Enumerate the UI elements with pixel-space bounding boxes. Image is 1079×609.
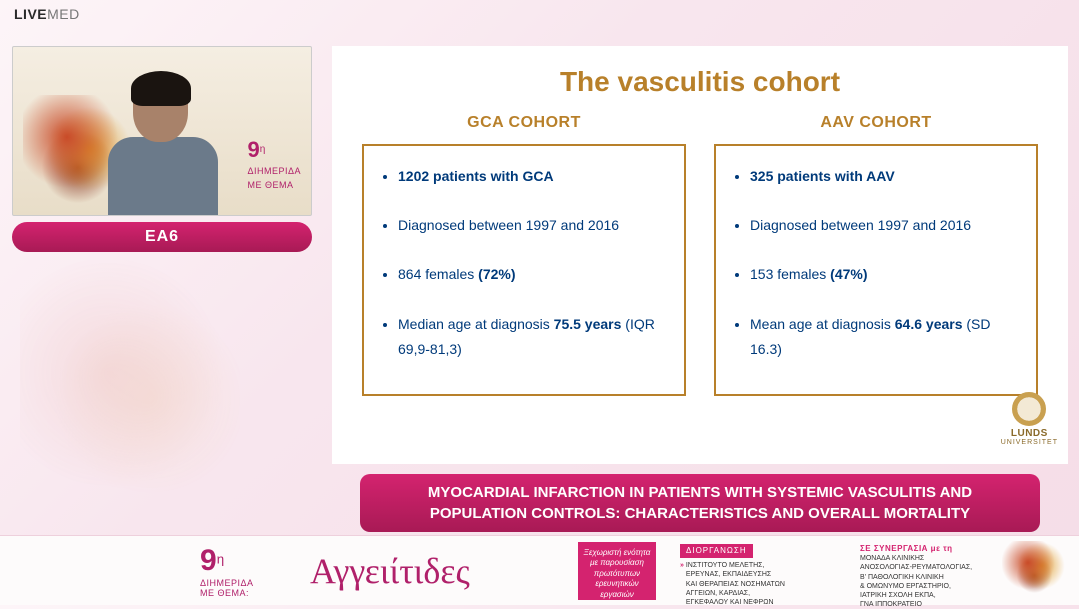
arrow-icon: » bbox=[680, 562, 684, 569]
gca-column: GCA COHORT 1202 patients with GCA Diagno… bbox=[362, 114, 686, 396]
gca-item-4a: Median age at diagnosis bbox=[398, 316, 554, 332]
gca-item-2: Diagnosed between 1997 and 2016 bbox=[398, 213, 668, 238]
aav-item-3a: 153 females bbox=[750, 266, 830, 282]
gca-box: 1202 patients with GCA Diagnosed between… bbox=[362, 144, 686, 396]
footer-dim2: ΜΕ ΘΕΜΑ: bbox=[200, 588, 254, 598]
aav-item-4a: Mean age at diagnosis bbox=[750, 316, 895, 332]
gca-item-3: 864 females (72%) bbox=[398, 262, 668, 287]
gca-item-1: 1202 patients with GCA bbox=[398, 164, 668, 189]
top-brand: LIVEMED bbox=[14, 6, 80, 22]
podium-sup: η bbox=[260, 144, 266, 155]
lunds-logo: LUNDS UNIVERSITET bbox=[1001, 392, 1058, 446]
footer-nine: 9 bbox=[200, 544, 217, 577]
podium-line2: ΜΕ ΘΕΜΑ bbox=[247, 180, 293, 190]
gca-item-4: Median age at diagnosis 75.5 years (IQR … bbox=[398, 312, 668, 362]
lunds-seal-icon bbox=[1012, 392, 1046, 426]
footer-main-title: Αγγειίτιδες bbox=[310, 550, 470, 592]
speaker-label: EA6 bbox=[12, 222, 312, 252]
aav-column: AAV COHORT 325 patients with AAV Diagnos… bbox=[714, 114, 1038, 396]
brand-med: MED bbox=[47, 6, 80, 22]
aav-item-4: Mean age at diagnosis 64.6 years (SD 16.… bbox=[750, 312, 1020, 362]
footer-bar: 9η ΔΙΗΜΕΡΙΔΑ ΜΕ ΘΕΜΑ: Αγγειίτιδες Ξεχωρι… bbox=[0, 535, 1079, 605]
footer-cooperation: ΣΕ ΣΥΝΕΡΓΑΣΙΑ με τη ΜΟΝΑΔΑ ΚΛΙΝΙΚΗΣ ΑΝΟΣ… bbox=[860, 544, 972, 609]
gca-item-3b: (72%) bbox=[478, 266, 515, 282]
gca-head: GCA COHORT bbox=[362, 114, 686, 132]
podium-nine: 9 bbox=[247, 137, 259, 162]
footer-dim1: ΔΙΗΜΕΡΙΔΑ bbox=[200, 578, 254, 588]
footer-coop-body: ΜΟΝΑΔΑ ΚΛΙΝΙΚΗΣ ΑΝΟΣΟΛΟΓΙΑΣ-ΡΕΥΜΑΤΟΛΟΓΙΑ… bbox=[860, 554, 972, 609]
aav-box: 325 patients with AAV Diagnosed between … bbox=[714, 144, 1038, 396]
footer-tree-icon bbox=[1002, 541, 1067, 603]
footer-nine-sup: η bbox=[217, 552, 224, 567]
speaker-figure bbox=[93, 67, 233, 216]
gca-item-3a: 864 females bbox=[398, 266, 478, 282]
video-player[interactable]: 9η ΔΙΗΜΕΡΙΔΑ ΜΕ ΘΕΜΑ bbox=[12, 46, 312, 216]
aav-item-3b: (47%) bbox=[830, 266, 867, 282]
talk-title-banner: MYOCARDIAL INFARCTION IN PATIENTS WITH S… bbox=[360, 474, 1040, 532]
aav-head: AAV COHORT bbox=[714, 114, 1038, 132]
footer-org-body: ΙΝΣΤΙΤΟΥΤΟ ΜΕΛΕΤΗΣ, ΕΡΕΥΝΑΣ, ΕΚΠΑΙΔΕΥΣΗΣ… bbox=[686, 561, 785, 606]
footer-coop-hdr: ΣΕ ΣΥΝΕΡΓΑΣΙΑ με τη bbox=[860, 544, 953, 553]
gca-item-1-text: 1202 patients with GCA bbox=[398, 168, 554, 184]
presentation-slide: The vasculitis cohort GCA COHORT 1202 pa… bbox=[332, 46, 1068, 464]
aav-item-1-text: 325 patients with AAV bbox=[750, 168, 895, 184]
podium-event-title: 9η ΔΙΗΜΕΡΙΔΑ ΜΕ ΘΕΜΑ bbox=[247, 137, 301, 191]
footer-event-number: 9η ΔΙΗΜΕΡΙΔΑ ΜΕ ΘΕΜΑ: bbox=[200, 544, 254, 598]
podium-line1: ΔΙΗΜΕΡΙΔΑ bbox=[247, 166, 301, 176]
lunds-sub: UNIVERSITET bbox=[1001, 439, 1058, 446]
slide-title: The vasculitis cohort bbox=[362, 66, 1038, 98]
gca-item-4b: 75.5 years bbox=[554, 316, 622, 332]
lunds-name: LUNDS bbox=[1001, 428, 1058, 439]
aav-item-1: 325 patients with AAV bbox=[750, 164, 1020, 189]
footer-org-hdr: ΔΙΟΡΓΑΝΩΣΗ bbox=[680, 544, 753, 558]
cohort-row: GCA COHORT 1202 patients with GCA Diagno… bbox=[362, 114, 1038, 396]
footer-pink-box: Ξεχωριστή ενότητα με παρουσίαση πρωτότυπ… bbox=[578, 542, 656, 600]
aav-item-2: Diagnosed between 1997 and 2016 bbox=[750, 213, 1020, 238]
aav-item-3: 153 females (47%) bbox=[750, 262, 1020, 287]
background-tree-art bbox=[20, 260, 240, 540]
footer-organizer: ΔΙΟΡΓΑΝΩΣΗ » ΙΝΣΤΙΤΟΥΤΟ ΜΕΛΕΤΗΣ, ΕΡΕΥΝΑΣ… bbox=[680, 544, 785, 607]
brand-live: LIVE bbox=[14, 6, 47, 22]
aav-item-4b: 64.6 years bbox=[895, 316, 963, 332]
